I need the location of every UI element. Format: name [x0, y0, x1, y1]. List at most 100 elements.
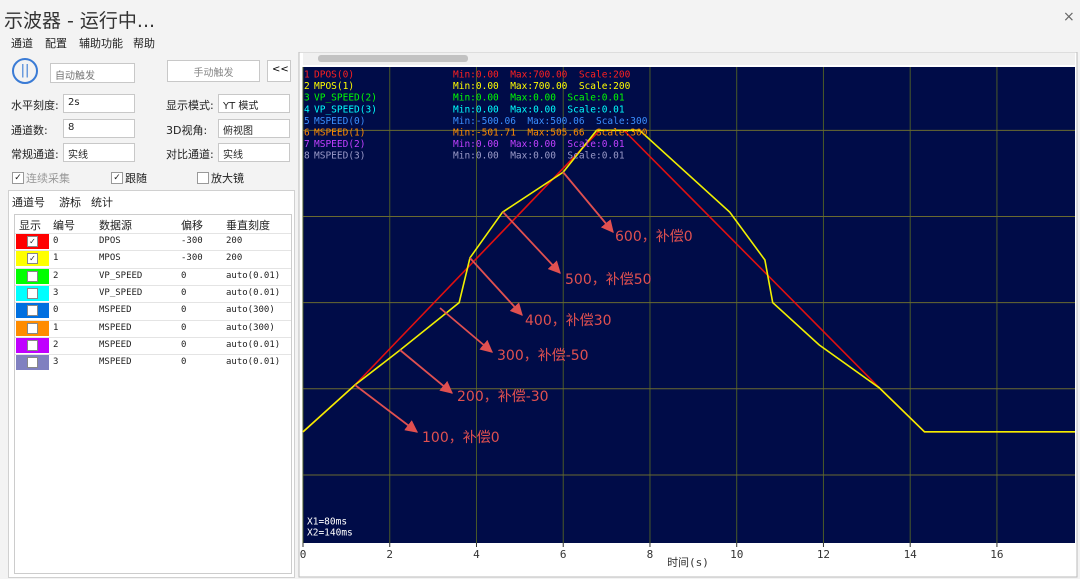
- cell: MSPEED: [99, 305, 132, 316]
- column-header: 垂直刻度: [226, 219, 270, 232]
- annotation: 100，补偿0: [422, 430, 500, 446]
- row-checkbox[interactable]: [27, 339, 38, 351]
- cell: 0: [181, 287, 187, 298]
- row: [15, 336, 291, 355]
- cell: MPOS: [99, 253, 121, 264]
- select[interactable]: 8: [63, 119, 135, 138]
- select[interactable]: 俯视图: [218, 119, 290, 138]
- select[interactable]: YT 模式: [218, 94, 290, 113]
- annotation-arrow: [439, 307, 493, 353]
- window-title: 示波器 - 运行中...: [4, 10, 156, 32]
- annotation-arrow: [354, 384, 419, 433]
- channel-index: 8: [304, 151, 310, 162]
- cell: 0: [53, 305, 59, 316]
- cell: auto(0.01): [226, 270, 281, 281]
- field-label: 通道数:: [11, 124, 48, 137]
- x-tick-label: 12: [817, 548, 830, 561]
- checkbox[interactable]: [197, 172, 209, 184]
- cell: DPOS: [99, 236, 121, 246]
- cell: auto(300): [226, 305, 275, 316]
- cell: 3: [53, 287, 59, 298]
- channel-name: MSPEED(0): [314, 116, 365, 127]
- menu-item[interactable]: 配置: [45, 37, 67, 50]
- cell: auto(0.01): [226, 339, 281, 350]
- channel-index: 4: [304, 104, 310, 115]
- channel-name: VP_SPEED(2): [314, 93, 377, 104]
- cell: -300: [181, 236, 203, 246]
- cell: VP_SPEED: [99, 287, 143, 298]
- row-checkbox[interactable]: [27, 357, 38, 369]
- channel-index: 2: [304, 81, 310, 92]
- annotation-arrow: [502, 211, 561, 274]
- scrollbar: [303, 53, 1075, 65]
- x-tick-label: 10: [730, 548, 743, 561]
- channel-stats: Min:-500.06 Max:500.06 Scale:300: [453, 116, 648, 127]
- field-label: 显示模式:: [166, 99, 214, 112]
- row: [15, 250, 291, 268]
- cell: 2: [53, 270, 59, 281]
- cell: auto(0.01): [226, 287, 281, 298]
- menu-item[interactable]: 辅助功能: [79, 37, 123, 50]
- row-checkbox[interactable]: [27, 322, 38, 334]
- cell: 0: [181, 339, 187, 350]
- row: [15, 233, 291, 251]
- manual-trigger-button[interactable]: 手动触发: [167, 60, 260, 82]
- cursor-label: X2=140ms: [307, 528, 353, 539]
- channel-name: MSPEED(1): [314, 128, 365, 139]
- tab[interactable]: 统计: [91, 196, 113, 209]
- channel-name: MPOS(1): [314, 81, 354, 92]
- annotation: 300，补偿-50: [497, 348, 589, 364]
- select[interactable]: 实线: [63, 143, 135, 162]
- menu-item[interactable]: 通道: [11, 37, 33, 50]
- channel-table: 显示 编号 数据源 偏移 垂直刻度 ✓ 0 DPOS -300 200 ✓ 1 MPOS -300 200 2…: [14, 214, 292, 574]
- collapse-button[interactable]: <<: [267, 60, 291, 82]
- row: [15, 267, 291, 286]
- cell: 200: [226, 236, 243, 246]
- cell: auto(300): [226, 322, 275, 333]
- x-tick-label: 14: [904, 548, 918, 561]
- column-header: 显示: [19, 219, 41, 232]
- x-tick-label: 6: [560, 548, 567, 561]
- cell: 200: [226, 253, 243, 264]
- column-header: 偏移: [181, 219, 203, 232]
- cell: 0: [181, 270, 187, 281]
- channel-index: 3: [304, 93, 310, 104]
- row-checkbox[interactable]: ✓: [27, 236, 38, 247]
- row-checkbox[interactable]: ✓: [27, 253, 38, 265]
- plot-area: [303, 67, 1075, 543]
- cell: 3: [53, 357, 59, 368]
- channel-stats: Min:0.00 Max:700.00 Scale:200: [453, 70, 631, 81]
- column-header: 数据源: [99, 219, 132, 232]
- field-label: 3D视角:: [166, 124, 208, 137]
- channel-index: 6: [304, 128, 310, 139]
- trace: [302, 129, 1075, 433]
- select[interactable]: 实线: [218, 143, 290, 162]
- row-checkbox[interactable]: [27, 305, 38, 317]
- trigger-select[interactable]: 自动触发: [50, 63, 135, 83]
- cell: MSPEED: [99, 357, 132, 368]
- checkbox[interactable]: ✓: [111, 172, 123, 184]
- annotation: 400，补偿30: [525, 313, 612, 329]
- select[interactable]: 2s: [63, 94, 135, 113]
- cell: 1: [53, 322, 59, 333]
- field-label: 对比通道:: [166, 148, 214, 161]
- checkbox[interactable]: ✓: [12, 172, 24, 184]
- row: [15, 319, 291, 338]
- row-checkbox[interactable]: [27, 270, 38, 282]
- cell: 2: [53, 339, 59, 350]
- checkbox-label: 连续采集: [26, 172, 70, 185]
- menu-item[interactable]: 帮助: [133, 37, 155, 50]
- close-button[interactable]: ×: [1063, 9, 1075, 25]
- row-checkbox[interactable]: [27, 287, 38, 299]
- x-tick-label: 4: [473, 548, 480, 561]
- x-tick-label: 0: [300, 548, 307, 561]
- pause-button[interactable]: ||: [12, 58, 38, 84]
- annotation-arrow: [399, 349, 453, 394]
- cell: 0: [181, 305, 187, 316]
- cell: 1: [53, 253, 59, 264]
- tab[interactable]: 通道号: [12, 196, 45, 209]
- channel-name: VP_SPEED(3): [314, 104, 377, 115]
- scroll-thumb: [318, 55, 468, 62]
- tab[interactable]: 游标: [59, 196, 81, 209]
